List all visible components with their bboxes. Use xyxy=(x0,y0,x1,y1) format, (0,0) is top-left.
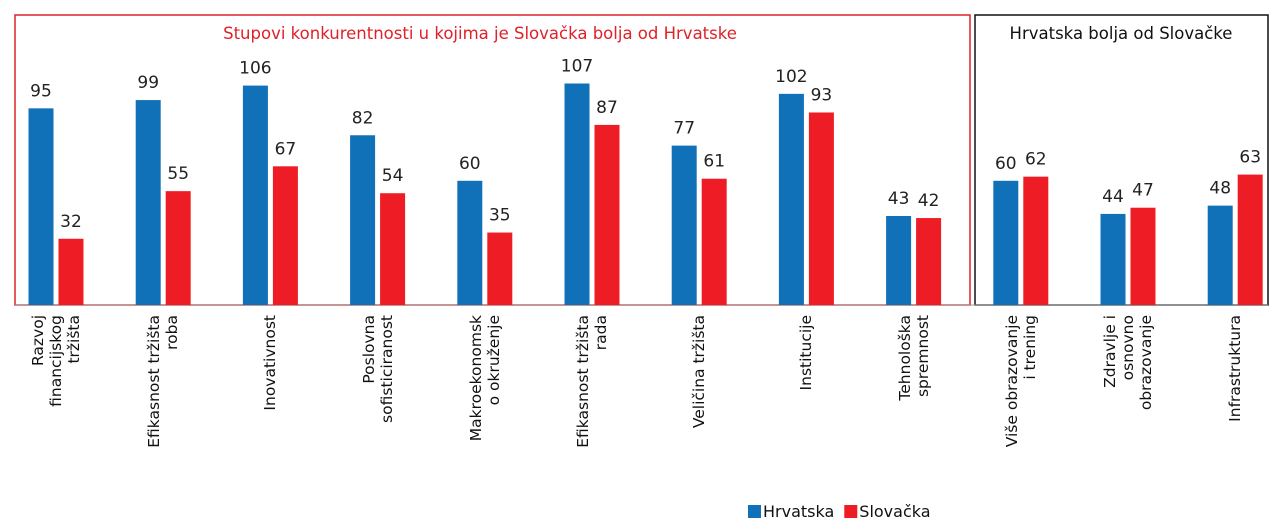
panel-title: Stupovi konkurentnosti u kojima je Slova… xyxy=(223,24,737,43)
x-tick-label: Efikasnost tržišta roba xyxy=(145,315,182,448)
bar xyxy=(1100,213,1126,305)
bar xyxy=(135,100,161,305)
value-label: 93 xyxy=(811,85,833,105)
value-label: 62 xyxy=(1025,150,1047,170)
x-tick-label: Efikasnost tržišta rada xyxy=(574,315,610,448)
bar xyxy=(58,238,84,305)
x-tick-label: Inovativnost xyxy=(261,315,280,411)
value-label: 54 xyxy=(382,166,404,186)
bar xyxy=(242,85,268,305)
x-tick-label: Više obrazovanje i trening xyxy=(1002,315,1039,448)
legend-swatch xyxy=(748,505,761,518)
value-label: 47 xyxy=(1132,181,1154,201)
x-tick-label: Zdravlje i osnovno obrazovanje xyxy=(1101,315,1155,411)
bar xyxy=(1023,176,1049,305)
value-label: 107 xyxy=(561,57,593,77)
x-tick-label: Poslovna sofisticiranost xyxy=(359,315,396,423)
value-label: 61 xyxy=(703,152,725,172)
x-tick-label: Infrastruktura xyxy=(1226,315,1245,422)
legend-label: Hrvatska xyxy=(763,502,834,521)
value-label: 43 xyxy=(888,189,910,209)
value-label: 99 xyxy=(137,73,159,93)
value-label: 67 xyxy=(275,139,297,159)
x-tick-label: Institucije xyxy=(797,315,816,391)
bar xyxy=(778,93,804,305)
panel-title: Hrvatska bolja od Slovačke xyxy=(1010,24,1233,43)
value-label: 35 xyxy=(489,206,511,226)
bar xyxy=(272,166,298,305)
legend-label: Slovačka xyxy=(859,502,930,521)
value-label: 32 xyxy=(60,212,82,232)
bar xyxy=(916,218,942,305)
value-label: 44 xyxy=(1102,187,1124,207)
value-label: 82 xyxy=(352,108,374,128)
value-label: 63 xyxy=(1239,148,1261,168)
bar xyxy=(487,232,513,305)
bar xyxy=(886,215,912,305)
value-label: 60 xyxy=(459,154,481,174)
bar xyxy=(350,135,376,305)
bar xyxy=(28,108,54,305)
x-tick-label: Tehnološka spremnost xyxy=(895,315,932,401)
bar xyxy=(1237,174,1263,305)
x-tick-label: Makroekonomsk o okruženje xyxy=(466,315,503,442)
value-label: 102 xyxy=(775,67,807,87)
bar xyxy=(457,180,483,305)
value-label: 60 xyxy=(995,154,1017,174)
value-label: 95 xyxy=(30,81,52,101)
bar xyxy=(671,145,697,305)
value-label: 77 xyxy=(673,119,695,139)
bar xyxy=(1130,207,1156,305)
value-label: 87 xyxy=(596,98,618,118)
bar xyxy=(165,191,191,305)
value-label: 55 xyxy=(167,164,189,184)
value-label: 106 xyxy=(239,59,271,79)
value-label: 48 xyxy=(1209,179,1231,199)
bar xyxy=(701,178,727,305)
x-tick-label: Veličina tržišta xyxy=(690,315,709,429)
bar xyxy=(380,193,406,305)
bar xyxy=(993,180,1019,305)
value-label: 42 xyxy=(918,191,940,211)
x-tick-label: Razvoj financijskog tržišta xyxy=(29,315,83,407)
bar xyxy=(564,83,590,305)
bar xyxy=(594,124,620,305)
bar xyxy=(808,112,834,306)
legend-swatch xyxy=(844,505,858,518)
bar xyxy=(1207,205,1233,305)
